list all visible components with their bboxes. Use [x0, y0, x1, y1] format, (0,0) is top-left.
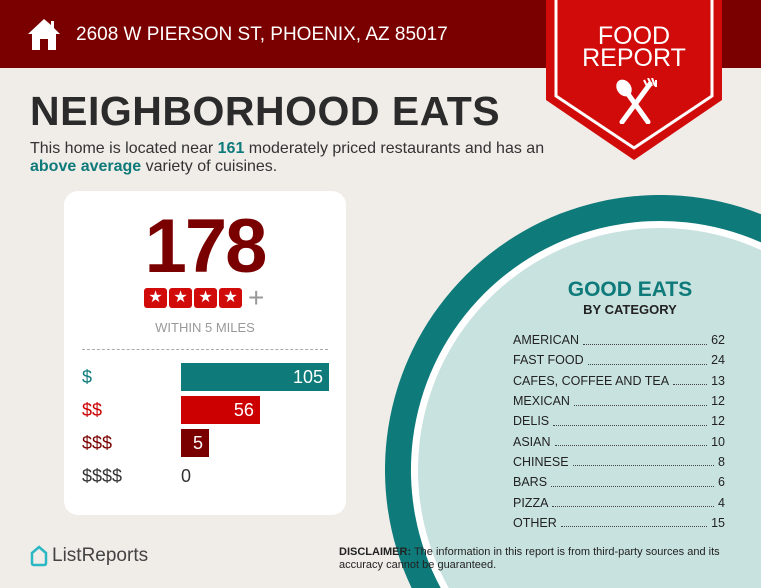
star-icon: ★ [219, 288, 242, 308]
summary-card: 178 ★ ★ ★ ★ + WITHIN 5 MILES $105 $$ 56 $$$… [64, 191, 346, 515]
utensils-icon [616, 78, 657, 124]
leader-dots [572, 457, 715, 467]
leader-dots [554, 437, 708, 447]
category-item: PIZZA 4 [513, 492, 725, 512]
divider [82, 349, 328, 350]
category-name: CHINESE [513, 454, 569, 469]
total-restaurants: 178 [144, 204, 268, 289]
category-item: ASIAN 10 [513, 431, 725, 451]
price-row: $$$ 5 [82, 429, 332, 457]
category-count: 62 [711, 333, 725, 348]
logo-icon [30, 545, 48, 567]
leader-dots [560, 518, 708, 528]
price-label: $$$$ [82, 466, 123, 486]
price-value: 0 [181, 466, 192, 486]
category-name: ASIAN [513, 434, 551, 449]
rating-plus: + [248, 282, 265, 313]
category-count: 4 [718, 495, 725, 510]
star-icon: ★ [194, 288, 217, 308]
price-row: $105 [82, 363, 332, 391]
home-icon [28, 19, 60, 50]
price-row: $$ 56 [82, 396, 332, 424]
category-item: AMERICAN 62 [513, 330, 725, 350]
category-item: OTHER 15 [513, 513, 725, 533]
category-item: MEXICAN 12 [513, 391, 725, 411]
price-bar: 56 [181, 396, 260, 424]
leader-dots [573, 397, 708, 406]
leader-dots [551, 478, 715, 487]
category-name: MEXICAN [513, 394, 570, 409]
category-count: 12 [711, 414, 725, 429]
price-row: $$$$ 0 [82, 462, 332, 490]
category-header: GOOD EATS BY CATEGORY [520, 278, 740, 317]
category-item: CHINESE 8 [513, 452, 725, 472]
category-count: 24 [711, 353, 725, 368]
category-item: BARS 6 [513, 472, 725, 492]
restaurant-count: 161 [217, 140, 245, 157]
food-report-badge: FOOD REPORT [546, 0, 722, 160]
variety-level: above average [30, 158, 142, 175]
star-icon: ★ [144, 288, 167, 308]
price-label: $$ [82, 400, 103, 420]
category-count: 15 [711, 515, 725, 530]
star-icon: ★ [169, 288, 192, 308]
category-circle [385, 195, 761, 588]
star-rating: ★ ★ ★ ★ + [144, 282, 265, 313]
price-label: $$$ [82, 433, 113, 453]
radius-label: WITHIN 5 MILES [155, 320, 255, 335]
category-count: 13 [711, 373, 725, 388]
category-name: DELIS [513, 414, 550, 429]
category-name: BARS [513, 475, 548, 490]
category-count: 10 [711, 434, 725, 449]
disclaimer: DISCLAIMER: The information in this repo… [339, 546, 720, 571]
category-item: FAST FOOD 24 [513, 350, 725, 370]
leader-dots [582, 336, 708, 345]
category-item: CAFES, COFFEE AND TEA 13 [513, 371, 725, 391]
property-address: 2608 W PIERSON ST, PHOENIX, AZ 85017 [76, 24, 448, 45]
price-label: $ [82, 367, 93, 387]
listreports-logo: ListReports [30, 545, 148, 567]
leader-dots [552, 498, 715, 508]
category-count: 8 [718, 454, 725, 469]
leader-dots [673, 376, 708, 386]
price-bar: 5 [181, 429, 209, 457]
leader-dots [587, 356, 708, 365]
category-subtitle: BY CATEGORY [583, 302, 677, 317]
price-bar: 105 [181, 363, 329, 391]
category-circle-inner [417, 228, 761, 588]
badge-line2: REPORT [582, 44, 686, 72]
summary-text: This home is located near 161 moderately… [30, 140, 545, 175]
badge-line1: FOOD [597, 22, 671, 50]
leader-dots [553, 417, 708, 426]
category-name: FAST FOOD [513, 353, 584, 368]
category-item: DELIS 12 [513, 411, 725, 431]
category-name: AMERICAN [513, 333, 579, 348]
category-name: OTHER [513, 515, 557, 530]
category-list: AMERICAN 62 FAST FOOD 24 CAFES, COFFEE AND T… [513, 330, 725, 533]
category-name: CAFES, COFFEE AND TEA [513, 373, 670, 388]
category-title: GOOD EATS [567, 278, 693, 301]
page-title: NEIGHBORHOOD EATS [30, 88, 501, 134]
category-count: 12 [711, 394, 725, 409]
category-count: 6 [718, 475, 725, 490]
category-name: PIZZA [513, 495, 549, 510]
